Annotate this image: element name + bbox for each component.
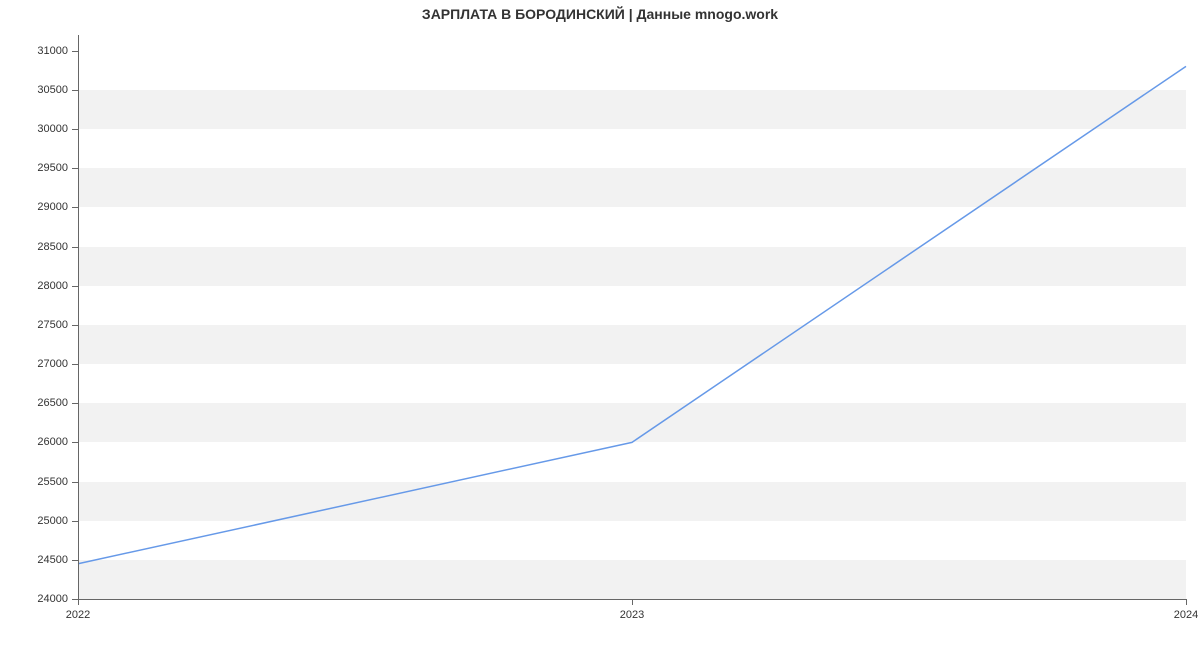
- y-tick: [72, 560, 78, 561]
- y-tick-label: 27000: [0, 358, 68, 370]
- y-tick: [72, 247, 78, 248]
- y-tick: [72, 364, 78, 365]
- x-tick-label: 2023: [620, 609, 644, 621]
- salary-chart: ЗАРПЛАТА В БОРОДИНСКИЙ | Данные mnogo.wo…: [0, 0, 1200, 650]
- y-tick-label: 26000: [0, 436, 68, 448]
- line-series: [78, 35, 1186, 599]
- y-axis: [78, 35, 79, 599]
- chart-title: ЗАРПЛАТА В БОРОДИНСКИЙ | Данные mnogo.wo…: [0, 6, 1200, 22]
- x-tick: [78, 599, 79, 605]
- y-tick-label: 25500: [0, 476, 68, 488]
- plot-area: [78, 35, 1186, 599]
- y-tick-label: 31000: [0, 45, 68, 57]
- y-tick-label: 26500: [0, 397, 68, 409]
- y-tick: [72, 90, 78, 91]
- y-tick: [72, 325, 78, 326]
- x-tick-label: 2022: [66, 609, 90, 621]
- y-tick: [72, 403, 78, 404]
- y-tick: [72, 521, 78, 522]
- y-tick-label: 28500: [0, 241, 68, 253]
- y-tick-label: 27500: [0, 319, 68, 331]
- y-tick-label: 30000: [0, 123, 68, 135]
- y-tick-label: 28000: [0, 280, 68, 292]
- x-tick: [632, 599, 633, 605]
- y-tick-label: 25000: [0, 515, 68, 527]
- y-tick: [72, 482, 78, 483]
- y-tick: [72, 51, 78, 52]
- y-tick: [72, 168, 78, 169]
- y-tick-label: 24000: [0, 593, 68, 605]
- y-tick: [72, 129, 78, 130]
- y-tick-label: 29000: [0, 201, 68, 213]
- y-tick: [72, 442, 78, 443]
- y-tick: [72, 286, 78, 287]
- y-tick-label: 24500: [0, 554, 68, 566]
- y-tick-label: 30500: [0, 84, 68, 96]
- x-tick-label: 2024: [1174, 609, 1198, 621]
- y-tick: [72, 207, 78, 208]
- x-tick: [1186, 599, 1187, 605]
- y-tick-label: 29500: [0, 162, 68, 174]
